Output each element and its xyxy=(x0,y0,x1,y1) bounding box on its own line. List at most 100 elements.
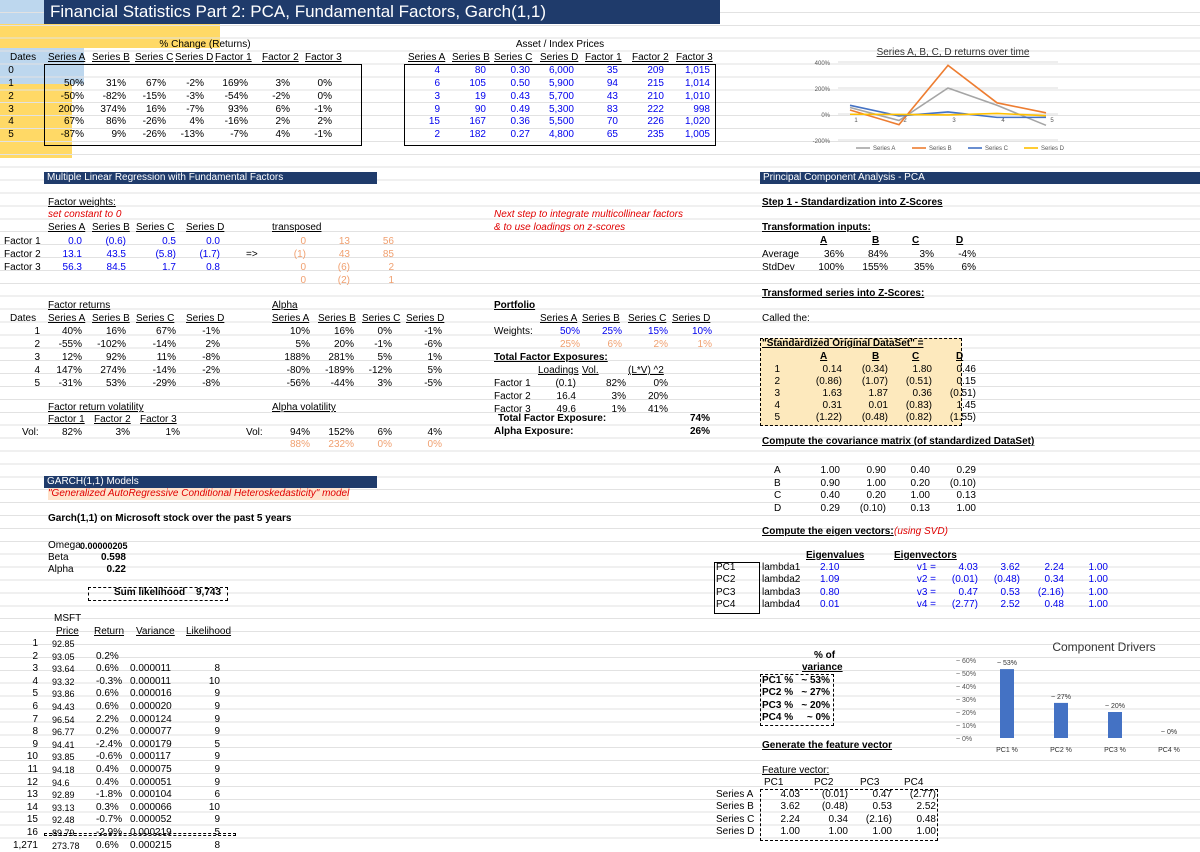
tfe-cell: 49.6 xyxy=(556,403,576,415)
price-cell: 215 xyxy=(647,77,664,89)
variance-label: variance xyxy=(802,662,843,673)
fv-row-label: Series C xyxy=(716,813,755,825)
price-cell: 4 xyxy=(434,64,440,76)
factor-return-cell: -31% xyxy=(58,377,82,389)
covariance-cell: 1.00 xyxy=(956,502,976,514)
feature-vector-box xyxy=(760,789,938,841)
alpha-cell: -5% xyxy=(424,377,442,389)
fv-cell: 4.03 xyxy=(780,789,800,800)
garch-variance: 0.000011 xyxy=(130,675,171,687)
garch-rownum: 1 xyxy=(32,638,38,649)
alpha-cell: 5% xyxy=(295,338,310,350)
price-cell: 70 xyxy=(606,116,618,128)
transposed-cell: 56 xyxy=(382,236,394,247)
transposed-cell: 1 xyxy=(388,274,394,286)
garch-likelihood: 9 xyxy=(214,751,220,763)
fv-cell: (2.16) xyxy=(865,813,892,825)
fv-cell: 0.53 xyxy=(872,801,892,813)
chart-x-tick: 5 xyxy=(1050,118,1054,124)
zscore-cell: (0.48) xyxy=(861,412,888,423)
bar xyxy=(1108,712,1122,738)
zscore-cell: 1.63 xyxy=(822,388,842,399)
factor-return-cell: -8% xyxy=(202,377,220,389)
returns-cell: -3% xyxy=(186,90,204,102)
total-exposure-label: Total Factor Exposure: xyxy=(498,413,607,424)
weight-cell: (1.7) xyxy=(199,248,220,260)
stddev-label: StdDev xyxy=(762,262,795,273)
garch-return: 0.3% xyxy=(96,801,119,813)
garch-return: 2.2% xyxy=(96,713,119,725)
bar-category-label: PC2 % xyxy=(1050,747,1072,754)
bar xyxy=(1054,702,1068,738)
dates-label: Dates xyxy=(10,51,37,63)
garch-rownum: 15 xyxy=(26,814,38,826)
bar-y-tick: ~ 10% xyxy=(956,723,976,730)
bar-data-label: ~ 53% xyxy=(997,660,1017,667)
fv-cell: 2.52 xyxy=(916,801,936,813)
factor-return-cell: -14% xyxy=(152,338,176,350)
garch-variance: 0.000052 xyxy=(130,814,172,826)
garch-likelihood: 9 xyxy=(214,688,220,700)
factor-vol-value: 82% xyxy=(61,427,82,438)
alpha-exposure-label: Alpha Exposure: xyxy=(494,426,574,437)
zscore-cell: (1.07) xyxy=(861,376,888,387)
factor-return-cell: 53% xyxy=(105,377,126,389)
returns-cell: 0% xyxy=(317,77,332,89)
bar-y-tick: ~ 40% xyxy=(956,684,976,691)
zscore-cell: (1.55) xyxy=(949,412,976,423)
eigenvector-cell: 2.52 xyxy=(1000,598,1020,610)
garch-rownum: 12 xyxy=(26,776,38,788)
returns-col-header: Series C xyxy=(135,51,174,63)
alpha-vol-label: Alpha volatility xyxy=(272,402,336,413)
zscore-cell: (0.86) xyxy=(815,376,842,387)
fv-cell: 1.00 xyxy=(780,825,800,837)
weights-col-header: Series C xyxy=(136,222,175,233)
stddev-value: 35% xyxy=(913,262,934,273)
sum-likelihood-value: 9,743 xyxy=(196,587,222,598)
weight-cell: (5.8) xyxy=(155,248,176,260)
weights-col-header: Series B xyxy=(92,222,130,233)
date-rownum: 4 xyxy=(34,364,40,376)
garch-param-label: Alpha xyxy=(48,564,74,575)
sum-likelihood-box xyxy=(88,587,228,601)
eigenvector-cell: 3.62 xyxy=(1000,562,1020,573)
transposed-cell: 0 xyxy=(300,274,306,286)
pc-label: PC2 xyxy=(716,574,736,586)
returns-cell: -54% xyxy=(224,90,248,102)
factor-return-cell: -1% xyxy=(202,326,220,337)
garch-col: Return xyxy=(94,626,125,637)
portfolio-col: Series C xyxy=(628,313,667,324)
weights-label: Weights: xyxy=(494,326,533,337)
garch-price: 92.85 xyxy=(52,639,75,649)
dates-label: Dates xyxy=(10,313,37,324)
weight-value2: 25% xyxy=(559,339,580,350)
returns-col-header: Series B xyxy=(92,51,130,63)
garch-variance: 0.000215 xyxy=(130,839,172,851)
pc-label: PC1 xyxy=(716,562,736,573)
garch-rownum: 11 xyxy=(27,764,38,775)
fv-cell: 1.00 xyxy=(916,825,936,837)
series-line-series-b xyxy=(849,64,1047,126)
tfe-cell: 41% xyxy=(647,403,668,415)
vol-row-label: Vol: xyxy=(246,427,263,438)
transformed-label: Transformed series into Z-Scores: xyxy=(762,288,925,299)
price-cell: 235 xyxy=(647,129,664,141)
returns-cell: -7% xyxy=(230,129,248,141)
bar-data-label: ~ 20% xyxy=(1105,703,1125,710)
garch-variance: 0.000179 xyxy=(130,738,172,750)
garch-return: -0.6% xyxy=(96,751,123,763)
garch-param-value: 0.00000205 xyxy=(80,541,128,551)
factor-return-cell: 92% xyxy=(105,351,126,363)
price-cell: 1,005 xyxy=(684,129,710,141)
garch-price: 96.54 xyxy=(52,714,75,725)
lambda-value: 0.80 xyxy=(820,586,840,598)
garch-variance: 0.000016 xyxy=(130,688,172,700)
zscore-cell: (1.22) xyxy=(815,412,842,423)
garch-rownum: 3 xyxy=(32,663,38,675)
alpha-cell: -6% xyxy=(424,338,442,350)
factor-row-label: Factor 3 xyxy=(4,261,41,273)
returns-cell: 93% xyxy=(227,103,248,115)
eigenvector-cell: 4.03 xyxy=(958,562,978,573)
alpha-cell: -1% xyxy=(424,326,442,337)
tfe-cell: 1% xyxy=(611,403,626,415)
